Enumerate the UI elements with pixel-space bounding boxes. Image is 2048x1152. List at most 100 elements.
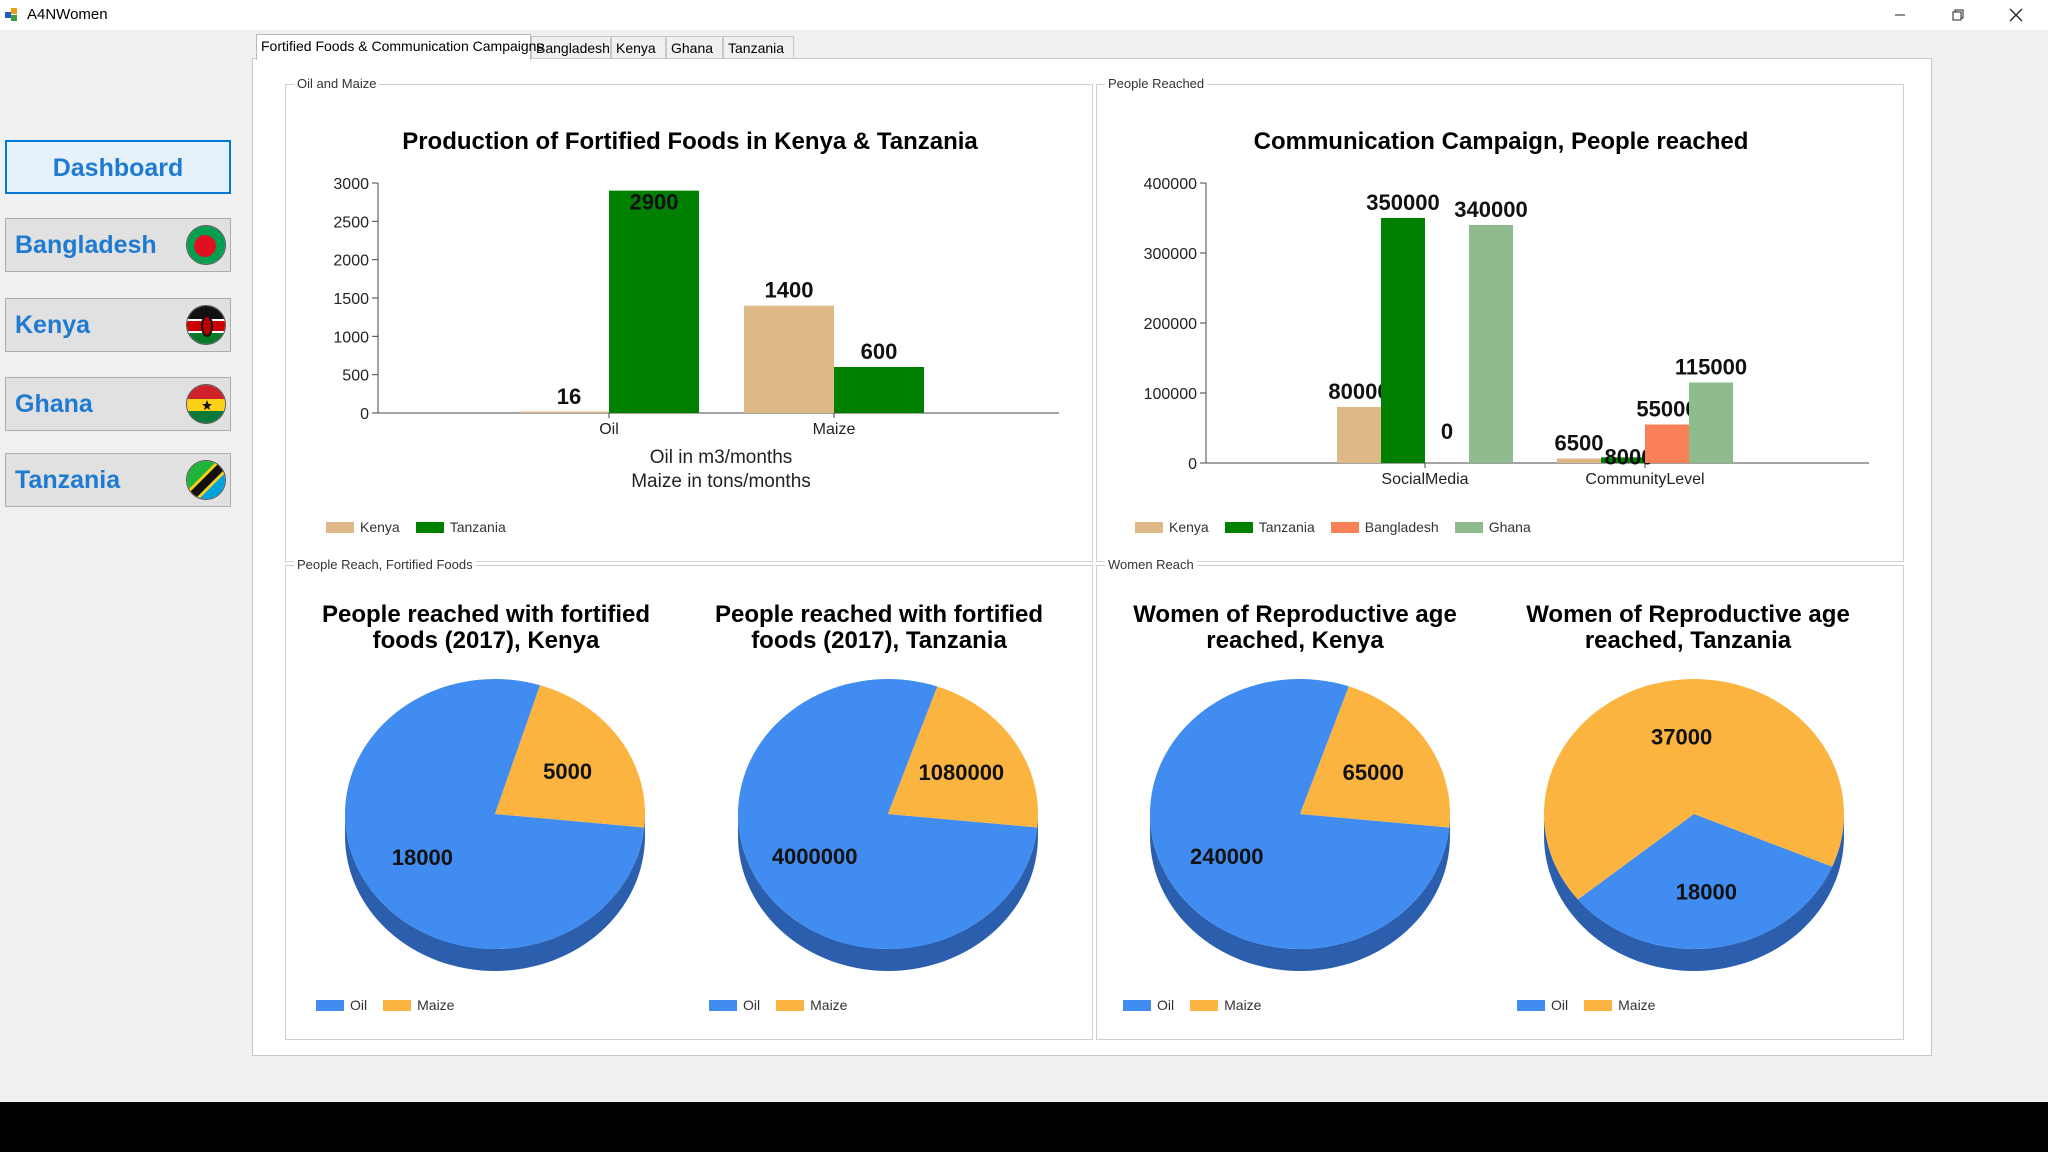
y-tick-label: 1500 — [333, 291, 369, 308]
x-axis-title: Maize in tons/months — [631, 471, 811, 492]
tab-bangladesh[interactable]: Bangladesh — [531, 36, 611, 59]
sidebar-item-label: Kenya — [15, 311, 91, 339]
legend-label: Maize — [810, 997, 848, 1013]
legend-item-maize: Maize — [383, 997, 454, 1013]
chart-title: Communication Campaign, People reached — [1253, 128, 1749, 155]
x-tick-label: Oil — [599, 421, 619, 438]
data-label: 80000 — [1328, 379, 1389, 404]
data-label: 340000 — [1454, 197, 1527, 222]
bangladesh-flag-icon — [186, 225, 226, 265]
bar — [519, 411, 609, 413]
campaign-bar-chart: 0 100000 200000 300000 400000 SocialMedia 8000… — [1144, 176, 1869, 488]
pie-slice — [888, 686, 1038, 828]
data-label: 115000 — [1675, 355, 1747, 380]
title-bar: A4NWomen — [0, 0, 2048, 30]
slice-label: 18000 — [1676, 880, 1737, 905]
legend-item-tanzania: Tanzania — [415, 519, 506, 535]
minimize-icon — [1895, 14, 1905, 16]
data-label: 16 — [557, 384, 581, 409]
pie-slice — [738, 679, 1038, 949]
legend-item-ghana: Ghana — [1454, 519, 1531, 535]
y-tick-label: 400000 — [1144, 176, 1197, 193]
tanzania-flag-icon — [186, 460, 226, 500]
y-tick-label: 200000 — [1144, 316, 1197, 333]
x-tick-label: Maize — [813, 421, 856, 438]
slice-label: 4000000 — [772, 844, 858, 869]
pie-slice — [495, 685, 645, 828]
tab-fortified-foods[interactable]: Fortified Foods & Communication Campaign… — [256, 34, 543, 60]
data-label: 350000 — [1366, 190, 1439, 215]
x-tick-label: SocialMedia — [1381, 471, 1468, 488]
pie-side — [345, 814, 645, 971]
sidebar-item-tanzania[interactable]: Tanzania — [5, 453, 231, 507]
data-label: 0 — [1441, 419, 1453, 444]
chart-title: Women of Reproductive age reached, Tanza… — [1526, 601, 1850, 654]
data-label: 55000 — [1636, 397, 1697, 422]
group-title: Women Reach — [1105, 557, 1197, 572]
data-label: 2900 — [630, 190, 679, 215]
legend-label: Oil — [1157, 997, 1175, 1013]
pie-side — [1150, 814, 1450, 971]
sidebar-item-label: Bangladesh — [15, 231, 157, 259]
data-label: 6500 — [1555, 430, 1604, 455]
bar — [1645, 424, 1689, 463]
chart-legend: Oil Maize — [1517, 997, 1655, 1013]
close-button[interactable] — [1987, 0, 2045, 30]
legend-label: Tanzania — [1258, 519, 1315, 535]
legend-item-kenya: Kenya — [326, 519, 400, 535]
restore-icon — [1952, 9, 1964, 21]
close-icon — [2009, 8, 2023, 22]
minimize-button[interactable] — [1871, 0, 1929, 30]
pie-slice — [1150, 679, 1450, 949]
slice-label: 37000 — [1651, 724, 1712, 749]
tab-kenya[interactable]: Kenya — [611, 36, 666, 59]
pie-slice — [345, 679, 645, 949]
legend-label: Tanzania — [449, 519, 506, 535]
people-reached-group: People Reached Communication Campaign, P… — [1096, 76, 1904, 562]
legend-label: Oil — [743, 997, 761, 1013]
legend-item-oil: Oil — [316, 997, 367, 1013]
bar — [834, 367, 924, 413]
bar — [1689, 382, 1733, 463]
slice-label: 5000 — [543, 759, 592, 784]
pie-side — [1544, 814, 1844, 971]
chart-legend: Oil Maize — [316, 997, 454, 1013]
sidebar-item-bangladesh[interactable]: Bangladesh — [5, 218, 231, 272]
slice-label: 240000 — [1190, 844, 1263, 869]
bar — [744, 305, 834, 413]
tab-tanzania[interactable]: Tanzania — [723, 36, 794, 59]
oil-maize-group: Oil and Maize Production of Fortified Fo… — [285, 76, 1093, 562]
legend-label: Maize — [1618, 997, 1656, 1013]
people-reach-fortified-group: People Reach, Fortified Foods People rea… — [285, 557, 1093, 1040]
legend-label: Maize — [1224, 997, 1262, 1013]
fortified-pies: 18000 5000 4000000 1080000 — [345, 679, 1038, 971]
dashboard-button[interactable]: Dashboard — [5, 140, 231, 194]
chart-legend: Kenya Tanzania Bangladesh Ghana — [1135, 519, 1531, 535]
legend-item-oil: Oil — [1123, 997, 1174, 1013]
app-window: A4NWomen Dashboard Bangladesh Kenya Ghan… — [0, 0, 2048, 1102]
legend-label: Oil — [1551, 997, 1569, 1013]
sidebar-item-kenya[interactable]: Kenya — [5, 298, 231, 352]
legend-label: Kenya — [1169, 519, 1209, 535]
sidebar-item-ghana[interactable]: Ghana — [5, 377, 231, 431]
sidebar-item-label: Tanzania — [15, 466, 121, 494]
chart-title: Production of Fortified Foods in Kenya &… — [402, 128, 978, 155]
pie-slice — [1300, 686, 1450, 828]
restore-button[interactable] — [1929, 0, 1987, 30]
y-tick-label: 100000 — [1144, 386, 1197, 403]
legend-label: Kenya — [360, 519, 400, 535]
kenya-flag-icon — [186, 305, 226, 345]
slice-label: 1080000 — [919, 760, 1005, 785]
bar — [609, 190, 699, 413]
chart-title: People reached with fortified foods (201… — [714, 601, 1044, 654]
tab-page: Oil and Maize Production of Fortified Fo… — [252, 58, 1932, 1056]
window-title: A4NWomen — [27, 6, 108, 23]
legend-item-maize: Maize — [1584, 997, 1655, 1013]
tab-ghana[interactable]: Ghana — [666, 36, 723, 59]
y-tick-label: 0 — [1188, 456, 1197, 473]
y-tick-label: 2000 — [333, 253, 369, 270]
ghana-flag-icon — [186, 384, 226, 424]
chart-title: People reached with fortified foods (201… — [321, 601, 651, 654]
y-tick-label: 500 — [342, 368, 369, 385]
women-reach-group: Women Reach Women of Reproductive age re… — [1096, 557, 1904, 1040]
